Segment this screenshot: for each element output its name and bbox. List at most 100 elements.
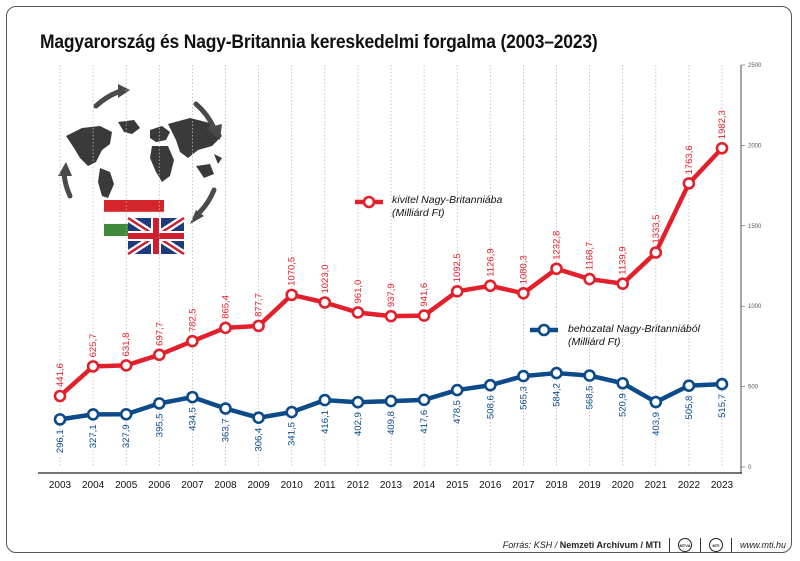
data-label: 505,8 bbox=[684, 396, 695, 420]
divider bbox=[699, 538, 701, 552]
data-label: 584,2 bbox=[552, 383, 563, 407]
data-point bbox=[583, 272, 596, 286]
x-tick-label: 2014 bbox=[413, 480, 436, 491]
data-point bbox=[186, 390, 199, 404]
data-point bbox=[285, 405, 299, 419]
data-label: 865,4 bbox=[221, 295, 232, 319]
data-point bbox=[153, 348, 166, 362]
data-point bbox=[417, 393, 431, 407]
data-label: 434,5 bbox=[187, 407, 198, 431]
legend-unit: (Milliárd Ft) bbox=[392, 207, 445, 219]
data-label: 327,9 bbox=[121, 424, 132, 448]
data-label: 937,9 bbox=[386, 283, 397, 307]
data-point bbox=[550, 262, 563, 276]
divider bbox=[730, 538, 732, 552]
data-point bbox=[53, 413, 67, 426]
data-label: 941,6 bbox=[419, 283, 430, 307]
legend-swatch-marker bbox=[537, 323, 551, 337]
data-label: 1092,5 bbox=[452, 253, 463, 282]
data-label: 782,5 bbox=[187, 308, 198, 332]
mtva-logo-icon: MTVA bbox=[677, 538, 692, 552]
data-point bbox=[351, 306, 365, 319]
data-label: 341,5 bbox=[287, 422, 298, 446]
data-label: 417,6 bbox=[419, 410, 430, 434]
x-tick-label: 2006 bbox=[148, 480, 171, 491]
data-point bbox=[517, 369, 530, 383]
x-tick-label: 2023 bbox=[711, 480, 734, 491]
data-point bbox=[186, 334, 199, 348]
x-tick-label: 2003 bbox=[49, 480, 72, 491]
x-tick-label: 2004 bbox=[82, 480, 105, 491]
data-point bbox=[351, 395, 365, 409]
data-label: 961,0 bbox=[353, 280, 364, 304]
legend-label: kivitel Nagy-Britanniába bbox=[392, 194, 502, 206]
legend-swatch-marker bbox=[362, 195, 376, 209]
data-label: 1333,5 bbox=[651, 215, 662, 244]
x-tick-label: 2016 bbox=[479, 480, 502, 491]
y-tick-label: 1500 bbox=[748, 224, 762, 230]
data-label: 568,5 bbox=[585, 386, 596, 410]
data-point bbox=[649, 395, 663, 409]
x-tick-label: 2018 bbox=[545, 480, 568, 491]
data-label: 1982,3 bbox=[717, 110, 728, 139]
data-point bbox=[318, 296, 332, 309]
x-tick-label: 2010 bbox=[281, 480, 304, 491]
data-point bbox=[682, 379, 696, 392]
website-link[interactable]: www.mti.hu bbox=[739, 540, 786, 550]
data-label: 1080,3 bbox=[518, 255, 529, 284]
world-map-icon bbox=[66, 118, 222, 198]
data-label: 1139,9 bbox=[618, 246, 629, 274]
data-point bbox=[715, 141, 729, 155]
data-label: 520,9 bbox=[618, 393, 629, 417]
uk-flag-icon bbox=[126, 215, 186, 257]
x-tick-label: 2012 bbox=[347, 480, 370, 491]
data-label: 327,1 bbox=[88, 424, 99, 448]
data-point bbox=[53, 389, 67, 403]
mti-logo-icon: MTI bbox=[708, 538, 723, 552]
data-label: 306,4 bbox=[254, 428, 265, 452]
data-point bbox=[119, 359, 133, 372]
data-point bbox=[450, 383, 464, 397]
data-label: 402,9 bbox=[353, 412, 364, 436]
data-label: 478,5 bbox=[452, 400, 463, 424]
y-tick-label: 2500 bbox=[748, 63, 762, 69]
data-point bbox=[483, 279, 497, 293]
data-point bbox=[384, 309, 398, 323]
data-point bbox=[550, 366, 563, 380]
data-label: 565,3 bbox=[518, 386, 529, 410]
data-label: 508,6 bbox=[485, 395, 496, 419]
data-point bbox=[450, 285, 464, 298]
x-tick-label: 2009 bbox=[247, 480, 270, 491]
data-point bbox=[119, 407, 133, 421]
data-label: 625,7 bbox=[88, 334, 99, 358]
x-tick-label: 2019 bbox=[578, 480, 601, 491]
data-label: 1763,6 bbox=[684, 145, 695, 174]
data-label: 363,7 bbox=[221, 419, 232, 443]
x-tick-label: 2020 bbox=[612, 480, 635, 491]
data-point bbox=[616, 277, 630, 291]
data-point bbox=[219, 402, 232, 415]
data-point bbox=[682, 177, 696, 190]
x-tick-label: 2017 bbox=[512, 480, 535, 491]
data-point bbox=[252, 411, 265, 425]
y-tick-label: 1000 bbox=[748, 304, 762, 310]
data-label: 631,8 bbox=[121, 333, 132, 357]
data-label: 296,1 bbox=[55, 429, 66, 453]
source-text: Forrás: KSH / Nemzeti Archívum / MTI bbox=[502, 540, 661, 550]
data-point bbox=[86, 408, 100, 421]
arrows-icon bbox=[58, 84, 222, 224]
x-tick-label: 2013 bbox=[380, 480, 403, 491]
data-label: 441,6 bbox=[55, 363, 66, 387]
footer: Forrás: KSH / Nemzeti Archívum / MTI MTV… bbox=[503, 538, 786, 552]
y-tick-label: 2000 bbox=[748, 143, 762, 149]
x-tick-label: 2007 bbox=[181, 480, 204, 491]
data-point bbox=[384, 394, 398, 408]
data-point bbox=[252, 319, 265, 333]
data-label: 1168,7 bbox=[585, 242, 596, 270]
data-label: 403,9 bbox=[651, 412, 662, 436]
data-label: 1070,5 bbox=[287, 257, 298, 286]
data-label: 395,5 bbox=[154, 413, 165, 437]
data-point bbox=[285, 288, 299, 302]
data-point bbox=[86, 360, 100, 373]
data-point bbox=[649, 246, 663, 259]
